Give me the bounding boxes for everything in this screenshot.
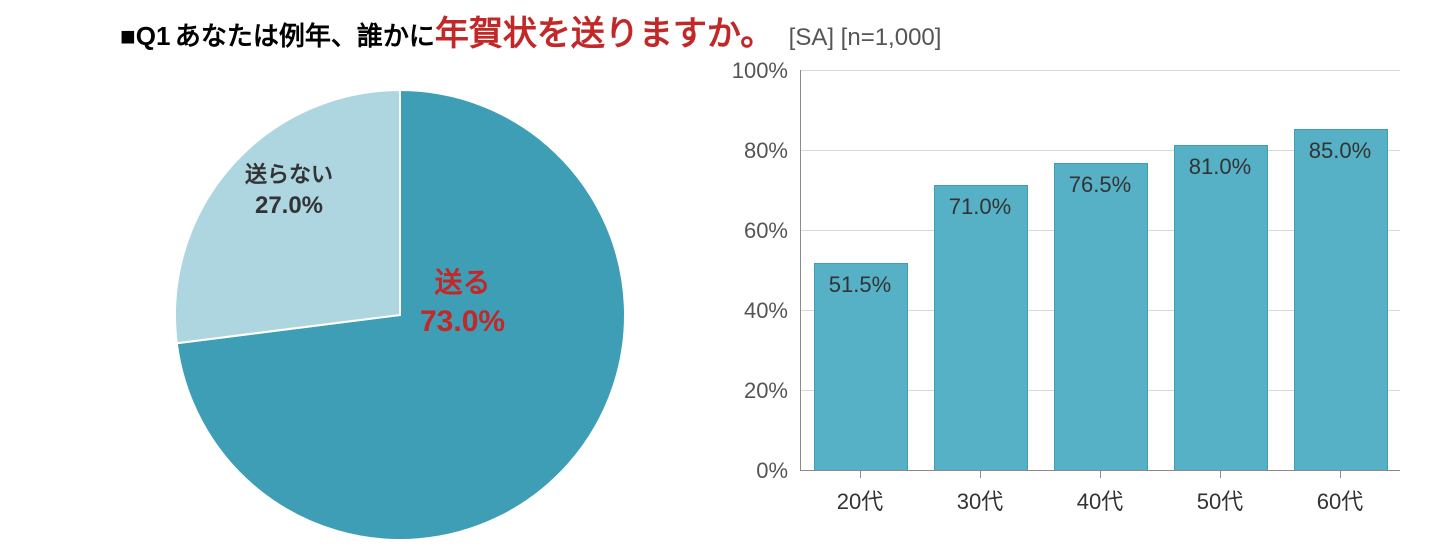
bar-value-label: 71.0% [935, 194, 1025, 220]
pie-slice-name: 送る [420, 264, 505, 302]
bar-value-label: 81.0% [1175, 154, 1265, 180]
x-tick-label: 20代 [800, 484, 920, 516]
bar [1174, 145, 1268, 470]
bar [1294, 129, 1388, 470]
pie-slice-label: 送る73.0% [420, 264, 505, 342]
pie-chart [170, 85, 630, 550]
gridline [800, 70, 1400, 71]
pie-slice-name: 送らない [245, 160, 333, 190]
x-tick-mark [1100, 470, 1101, 478]
title-bullet: ■ [120, 21, 136, 51]
x-tick-label: 50代 [1160, 484, 1280, 516]
y-tick-label: 100% [708, 58, 788, 84]
title-pre: あなたは例年、誰かに [175, 21, 435, 51]
bar [934, 185, 1028, 470]
x-tick-mark [860, 470, 861, 478]
chart-title: ■Q1 あなたは例年、誰かに年賀状を送りますか。 [SA] [n=1,000] [120, 6, 941, 55]
bar-chart: 0%20%40%60%80%100%51.5%20代71.0%30代76.5%4… [800, 70, 1400, 470]
title-meta: [SA] [n=1,000] [789, 24, 942, 51]
x-tick-mark [1220, 470, 1221, 478]
y-tick-label: 60% [708, 218, 788, 244]
bar [1054, 163, 1148, 470]
x-tick-mark [980, 470, 981, 478]
y-tick-label: 40% [708, 298, 788, 324]
title-q: Q1 [136, 21, 171, 51]
pie-slice-value: 73.0% [420, 302, 505, 343]
title-emph: 年賀状を送りますか。 [435, 15, 774, 53]
y-tick-label: 20% [708, 378, 788, 404]
y-axis [800, 70, 801, 470]
x-tick-mark [1340, 470, 1341, 478]
x-tick-label: 30代 [920, 484, 1040, 516]
y-tick-label: 0% [708, 458, 788, 484]
x-tick-label: 40代 [1040, 484, 1160, 516]
y-tick-label: 80% [708, 138, 788, 164]
bar-value-label: 85.0% [1295, 138, 1385, 164]
pie-slice-label: 送らない27.0% [245, 160, 333, 222]
bar-value-label: 76.5% [1055, 172, 1145, 198]
x-tick-label: 60代 [1280, 484, 1400, 516]
bar-value-label: 51.5% [815, 272, 905, 298]
pie-slice-value: 27.0% [245, 190, 333, 222]
